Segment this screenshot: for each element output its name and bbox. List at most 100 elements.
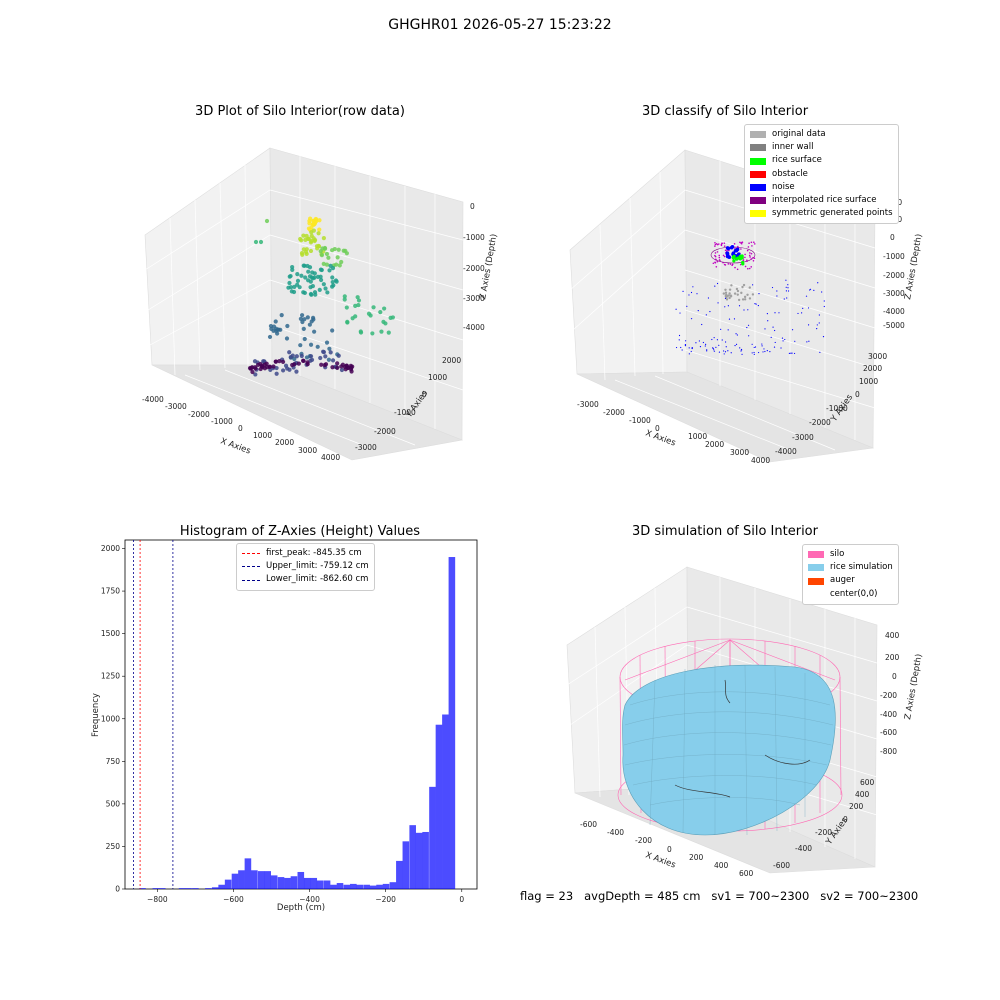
noise-point (713, 349, 715, 351)
svg-text:400: 400 (885, 631, 900, 640)
noise-point (746, 326, 748, 329)
legend-line (242, 566, 260, 568)
interpolated-point (723, 242, 726, 244)
raw-point (337, 263, 342, 268)
legend-swatch (750, 157, 766, 165)
noise-point (753, 351, 755, 354)
inner-wall-point (725, 293, 728, 297)
legend-noise: noise (750, 181, 893, 194)
interpolated-point (718, 254, 721, 257)
interpolated-point (740, 242, 742, 244)
raw-point (327, 268, 332, 273)
svg-text:3000: 3000 (298, 446, 317, 455)
noise-point (739, 347, 741, 349)
interpolated-point (746, 267, 749, 270)
noise-point (761, 345, 763, 347)
raw-point (302, 336, 307, 342)
raw-point (273, 359, 278, 364)
noise-point (776, 290, 778, 292)
y-tick-label: 1000 (101, 714, 120, 723)
noise-point (697, 310, 699, 312)
histogram-bar (448, 557, 456, 889)
interpolated-point (744, 256, 746, 259)
noise-point (675, 346, 678, 349)
noise-point (751, 352, 753, 354)
inner-wall-point (725, 298, 729, 301)
raw-point (378, 310, 383, 315)
raw-point (261, 359, 266, 364)
noise-point (821, 291, 823, 293)
raw-point (319, 277, 324, 283)
interpolated-point (752, 260, 755, 262)
raw-point (307, 322, 312, 327)
raw-point (315, 274, 321, 279)
inner-wall-point (735, 287, 739, 291)
raw-point (315, 344, 320, 349)
svg-text:-600: -600 (880, 728, 897, 737)
raw-3d-plot[interactable]: -4000 -3000 -2000 -1000 0 1000 2000 3000… (130, 130, 500, 470)
noise-point (679, 312, 681, 314)
svg-text:-3000: -3000 (883, 289, 905, 298)
noise-point (717, 302, 719, 304)
raw-point (303, 275, 308, 280)
noise-point (787, 290, 790, 292)
noise-point (747, 309, 749, 311)
legend-rice-simulation: rice simulation (808, 561, 893, 574)
noise-point (781, 337, 784, 339)
interpolated-point (751, 245, 753, 247)
svg-text:-2000: -2000 (883, 271, 905, 280)
noise-point (816, 324, 818, 326)
raw-point (301, 290, 306, 295)
raw-point (299, 353, 304, 359)
simulation-3d-plot[interactable]: -600 -400 -200 0 200 400 600 X Axies -60… (555, 555, 935, 885)
svg-text:0: 0 (667, 845, 672, 854)
noise-point (751, 343, 753, 345)
histogram-xlabel: Depth (cm) (277, 903, 325, 913)
noise-point (740, 348, 743, 351)
raw-point (300, 252, 305, 257)
noise-point (813, 289, 815, 291)
raw-point (344, 305, 349, 310)
raw-point (273, 319, 278, 324)
interpolated-point (724, 264, 727, 266)
raw-point (250, 365, 255, 370)
raw-point (279, 313, 284, 318)
noise-point (678, 339, 680, 341)
svg-text:-200: -200 (880, 691, 897, 700)
histogram-bars (139, 557, 456, 889)
noise-point (748, 335, 750, 337)
raw-point (281, 368, 286, 373)
raw-point (280, 359, 286, 364)
svg-text:-1000: -1000 (394, 408, 416, 417)
noise-point (753, 346, 755, 349)
inner-wall-point (728, 288, 732, 291)
inner-wall-point (736, 289, 740, 293)
raw-point (287, 280, 292, 286)
interpolated-point (714, 261, 716, 264)
legend-obstacle: obstacle (750, 168, 893, 181)
raw-point (258, 361, 263, 367)
raw-point (383, 321, 388, 326)
classify-grid (569, 161, 876, 453)
noise-point (782, 340, 784, 342)
raw-point (334, 262, 339, 267)
raw-point (302, 263, 307, 268)
raw-point (356, 303, 361, 308)
svg-text:-3000: -3000 (355, 443, 377, 452)
raw-point (316, 231, 321, 236)
legend-silo: silo (808, 548, 893, 561)
classify-3d-plot[interactable]: -3000 -2000 -1000 0 1000 2000 3000 4000 … (555, 130, 935, 470)
raw-point (308, 279, 313, 284)
raw-point (304, 355, 310, 360)
raw-point (330, 358, 336, 363)
noise-point (718, 351, 721, 353)
raw-point (333, 278, 339, 283)
y-tick-label: 1500 (101, 629, 120, 638)
inner-wall-point (737, 298, 741, 302)
histogram-chart[interactable]: −800 −600 −400 −200 0 0 250 500 750 1000 1250 1500… (80, 535, 490, 920)
svg-text:-4000: -4000 (142, 395, 164, 404)
noise-point (713, 337, 715, 339)
raw-point (305, 263, 310, 269)
noise-point (715, 346, 717, 348)
interpolated-point (748, 267, 751, 270)
